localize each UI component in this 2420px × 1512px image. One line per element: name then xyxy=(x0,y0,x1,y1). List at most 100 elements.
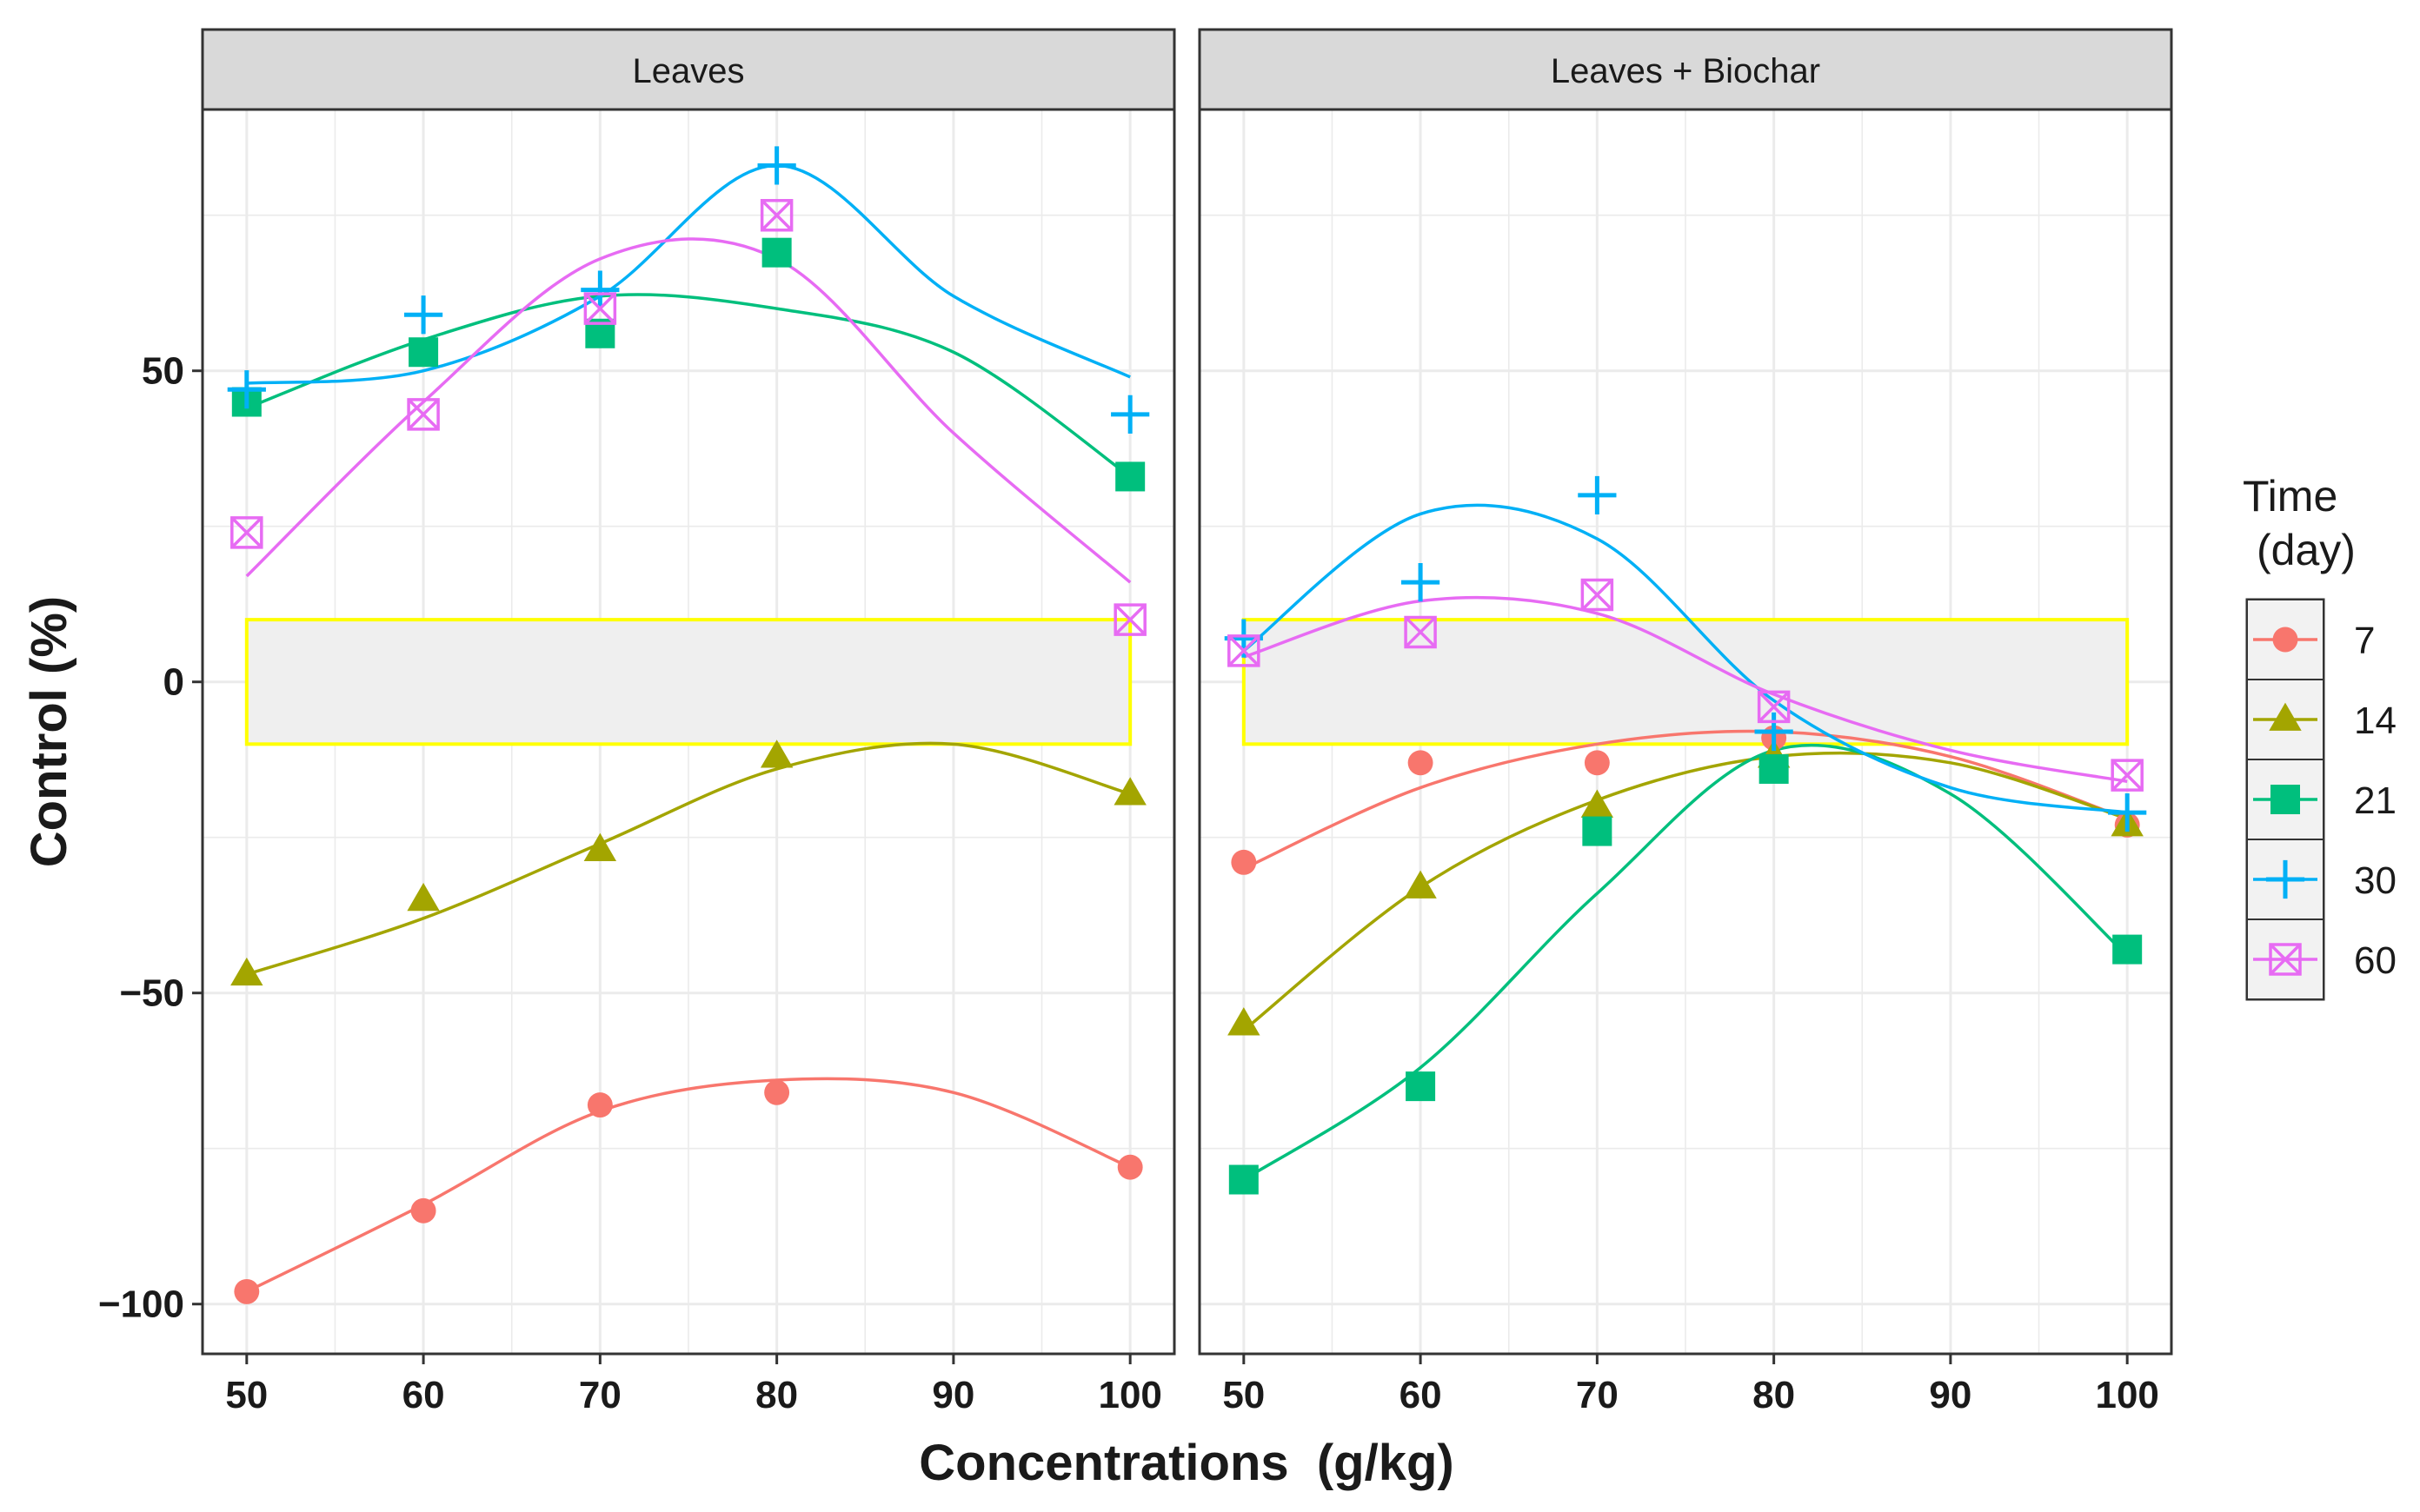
point-day-30 xyxy=(2108,792,2147,832)
legend-item-14: 14 xyxy=(2246,679,2397,760)
point-day-14 xyxy=(1114,777,1147,806)
point-day-21 xyxy=(2112,934,2143,965)
x-tick-label: 80 xyxy=(755,1374,798,1416)
x-tick-label: 50 xyxy=(225,1374,268,1416)
y-axis-title: Control (%) xyxy=(21,596,77,868)
point-day-7 xyxy=(1117,1154,1143,1180)
fit-line-day-14 xyxy=(246,741,1131,976)
legend-label-30: 30 xyxy=(2354,859,2397,902)
fit-line-day-7 xyxy=(246,1077,1131,1293)
x-tick-label: 70 xyxy=(1576,1374,1619,1416)
point-day-60 xyxy=(1114,603,1147,636)
point-day-60 xyxy=(407,398,440,431)
point-day-14 xyxy=(760,739,794,768)
legend-marker-30 xyxy=(2265,859,2305,899)
fit-lines-leaves-biochar xyxy=(1242,503,2129,1181)
point-day-21 xyxy=(1115,461,1146,492)
y-tick-label: 50 xyxy=(142,350,184,393)
legend-item-60: 60 xyxy=(2246,918,2397,1000)
point-day-60 xyxy=(1580,578,1614,612)
point-day-60 xyxy=(2111,759,2144,792)
y-tick-label: −50 xyxy=(119,972,184,1015)
legend-marker-7 xyxy=(2272,627,2298,653)
point-day-60 xyxy=(760,198,794,232)
fit-line-day-7 xyxy=(1243,729,2128,871)
points-leaves xyxy=(227,146,1150,1304)
x-axis-title: Concentrations (g/kg) xyxy=(919,1435,1453,1491)
point-day-14 xyxy=(1580,789,1614,818)
fit-line-day-60 xyxy=(1243,595,2128,784)
facet-leaves: Leaves 50 60 70 80 90 100 xyxy=(201,28,1176,1416)
x-tick-label: 100 xyxy=(2095,1374,2158,1416)
legend-marker-60 xyxy=(2269,943,2302,976)
highlight-band-leaves-biochar xyxy=(1241,618,2130,746)
fit-line-day-60 xyxy=(245,237,1132,584)
point-day-30 xyxy=(1578,475,1617,515)
legend-title-line2: (day) xyxy=(2257,526,2356,574)
point-day-21 xyxy=(1582,816,1612,846)
legend-keys: 7 14 21 30 60 xyxy=(2246,599,2397,1000)
x-tick-label: 50 xyxy=(1222,1374,1265,1416)
point-day-21 xyxy=(409,337,439,368)
point-day-7 xyxy=(234,1278,260,1304)
point-day-60 xyxy=(230,516,263,549)
point-day-7 xyxy=(587,1092,613,1118)
point-day-14 xyxy=(1404,870,1437,899)
point-day-7 xyxy=(1407,750,1433,776)
point-day-21 xyxy=(761,237,792,268)
facet-title-leaves: Leaves xyxy=(633,52,745,90)
point-day-60 xyxy=(1757,690,1791,724)
point-day-60 xyxy=(1404,615,1437,649)
point-day-21 xyxy=(1758,753,1789,784)
legend-item-21: 21 xyxy=(2246,759,2397,840)
facet-strip-leaves xyxy=(201,28,1176,111)
point-day-30 xyxy=(1754,712,1793,752)
point-day-30 xyxy=(227,370,266,409)
x-tick-label: 100 xyxy=(1098,1374,1161,1416)
point-day-14 xyxy=(1227,1007,1260,1036)
highlight-band-leaves xyxy=(244,618,1133,746)
x-tick-label: 60 xyxy=(1399,1374,1442,1416)
x-ticks-leaves: 50 60 70 80 90 100 xyxy=(225,1354,1162,1416)
x-tick-label: 70 xyxy=(579,1374,622,1416)
point-day-21 xyxy=(1406,1071,1436,1102)
point-day-14 xyxy=(230,957,263,986)
y-tick-label: −100 xyxy=(98,1283,184,1326)
legend-label-21: 21 xyxy=(2354,779,2397,822)
fit-line-day-30 xyxy=(1242,503,2128,814)
legend-marker-21 xyxy=(2270,785,2300,814)
legend-item-30: 30 xyxy=(2246,839,2397,920)
x-tick-label: 80 xyxy=(1752,1374,1795,1416)
x-tick-label: 60 xyxy=(402,1374,445,1416)
legend-title-line1: Time xyxy=(2243,472,2337,521)
fit-line-day-21 xyxy=(1242,743,2129,1181)
facet-leaves-biochar: Leaves + Biochar 50 60 70 80 90 100 xyxy=(1198,28,2173,1416)
point-day-60 xyxy=(583,292,617,325)
point-day-30 xyxy=(403,295,443,335)
point-day-7 xyxy=(410,1197,436,1224)
point-day-7 xyxy=(1231,849,1257,875)
point-day-30 xyxy=(1111,395,1150,434)
panel-frame-leaves-biochar xyxy=(1198,108,2173,1356)
facet-strip-leaves-biochar xyxy=(1198,28,2173,111)
x-tick-label: 90 xyxy=(1929,1374,1971,1416)
point-day-60 xyxy=(1227,634,1260,667)
facet-title-leaves-biochar: Leaves + Biochar xyxy=(1551,52,1820,90)
fit-lines-leaves xyxy=(245,163,1132,1293)
fit-line-day-21 xyxy=(246,293,1132,478)
point-day-30 xyxy=(581,270,620,309)
point-day-14 xyxy=(407,882,440,912)
fit-line-day-14 xyxy=(1242,751,2128,1032)
point-day-7 xyxy=(764,1079,790,1105)
x-tick-label: 90 xyxy=(932,1374,974,1416)
points-leaves-biochar xyxy=(1224,475,2147,1195)
legend-label-60: 60 xyxy=(2354,939,2397,982)
fit-line-day-30 xyxy=(246,163,1131,385)
legend-marker-14 xyxy=(2269,702,2302,731)
point-day-30 xyxy=(1400,563,1440,602)
y-tick-label: 0 xyxy=(163,661,184,704)
point-day-21 xyxy=(1228,1164,1259,1195)
highlight-band xyxy=(1241,618,2130,746)
panel-frame-leaves xyxy=(201,108,1176,1356)
